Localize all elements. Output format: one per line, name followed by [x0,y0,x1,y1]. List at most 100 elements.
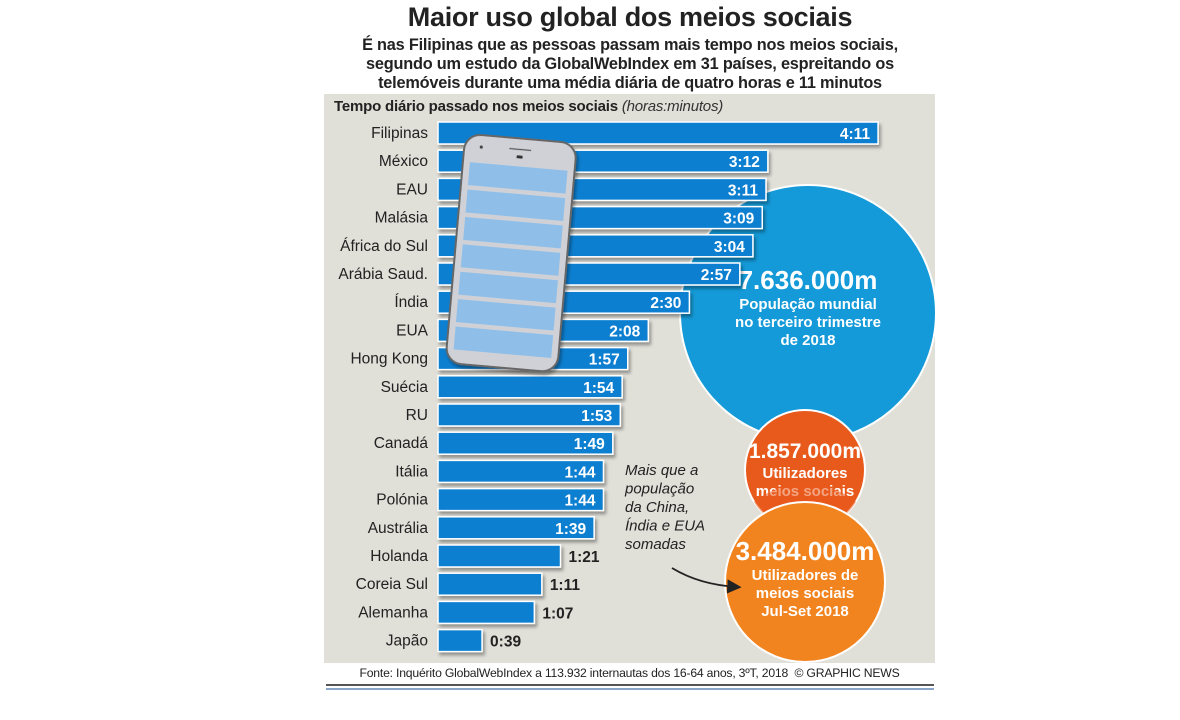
category-label: Alemanha [358,604,428,621]
bar-row: Itália 1:44 [395,459,605,484]
category-label: Hong Kong [350,351,428,368]
category-label: Filipinas [371,125,428,142]
footer-source: Fonte: Inquérito GlobalWebIndex a 113.93… [324,666,935,680]
value-label: 1:44 [564,464,595,481]
phone-sensor [516,155,523,159]
bar-row: Austrália 1:39 [368,516,595,540]
annotation-text: Índia e EUA [625,518,705,535]
value-label: 3:09 [723,211,754,228]
bar [437,600,536,625]
subtitle-line: telemóveis durante uma média diária de q… [378,74,882,92]
category-label: Coreia Sul [356,576,428,593]
bubble-circle [724,501,886,663]
value-label: 1:11 [550,577,581,594]
bar-row: EAU 3:11 [396,177,767,202]
phone-illustration [445,133,577,373]
bar [437,459,605,484]
value-label: 1:44 [564,493,595,510]
category-label: Polónia [376,492,428,509]
value-label: 3:11 [728,182,759,199]
chart-heading: Tempo diário passado nos meios sociais (… [334,98,723,115]
arrow-icon [671,567,742,594]
category-label: Holanda [370,548,428,565]
bubble-label: Utilizadores [762,465,847,482]
phone-screen-band [453,326,554,358]
category-label: Suécia [381,379,429,396]
category-label: Malásia [375,210,429,227]
phone-screen-band [463,216,563,249]
bubble-value: 1.857.000m [749,440,861,463]
value-label: 1:57 [589,352,620,369]
value-label: 1:49 [574,436,605,453]
bar [437,375,623,399]
annotation-text: Mais que a [625,462,698,479]
value-label: 1:53 [581,408,612,425]
value-label: 2:08 [609,323,640,340]
phone-screen-band [467,162,568,194]
value-label: 1:07 [542,605,573,622]
phone-camera [479,145,483,149]
phone-screen-band [458,271,558,304]
bubble-label: meios sociais [756,585,854,602]
bar-row: Polónia 1:44 [376,487,605,512]
value-label: 1:54 [583,380,614,397]
phone-speaker [509,147,532,152]
footer-credit: © GRAPHIC NEWS [794,666,900,680]
divider [326,688,934,690]
subtitle-line: segundo um estudo da GlobalWebIndex em 3… [366,55,894,73]
bar [437,431,614,455]
category-label: Índia [394,294,428,311]
bubble-value: 3.484.000m [736,536,875,566]
value-label: 0:39 [490,634,521,651]
category-label: EUA [396,322,429,339]
bar [437,544,562,568]
bar-row: Suécia 1:54 [381,375,623,399]
value-label: 2:57 [701,267,732,284]
category-label: Arábia Saud. [338,266,428,283]
phone-screen-band [455,299,556,331]
chart-unit-label: (horas:minutos) [621,98,724,115]
annotation-text: somadas [625,536,686,553]
bar-row: RU 1:53 [406,403,622,427]
value-label: 2:30 [650,295,681,312]
phone-screen-band [465,189,566,222]
bubble-label: População mundial [739,296,877,313]
chart-title: Maior uso global dos meios sociais [407,2,853,32]
bubble-label: no terceiro trimestre [735,314,881,331]
category-label: Japão [386,633,428,650]
bubble-label: Utilizadores de [752,567,859,584]
bar [437,487,605,512]
footer-source-text: Fonte: Inquérito GlobalWebIndex a 113.93… [359,666,789,680]
bar [437,516,595,540]
bar-row: Alemanha 1:07 [358,600,573,625]
annotation-text: da China, [625,499,689,516]
bar [437,403,622,427]
category-label: RU [406,407,428,424]
chart-heading-text: Tempo diário passado nos meios sociais [334,98,618,115]
bubble-label: de 2018 [780,332,835,349]
bar-row: Coreia Sul 1:11 [356,572,581,596]
subtitle-line: É nas Filipinas que as pessoas passam ma… [362,36,898,54]
bar [437,628,483,653]
bar [437,121,879,145]
category-label: Austrália [368,520,429,537]
bar-row: Canadá 1:49 [374,431,614,455]
bar-row: Filipinas 4:11 [371,121,879,145]
category-label: África do Sul [340,238,428,255]
category-label: Itália [395,463,428,480]
divider [326,684,934,686]
value-label: 3:12 [729,154,760,171]
bar-row: Japão 0:39 [386,628,521,653]
value-label: 3:04 [714,239,745,256]
category-label: Canadá [374,435,429,452]
value-label: 1:39 [555,521,586,538]
bubble-label: Jul-Set 2018 [761,603,849,620]
category-label: EAU [396,181,428,198]
value-label: 4:11 [840,126,871,143]
phone-screen-band [460,244,561,276]
bubble-value: 7.636.000m [739,265,878,295]
chart-subtitle: É nas Filipinas que as pessoas passam ma… [320,36,940,93]
